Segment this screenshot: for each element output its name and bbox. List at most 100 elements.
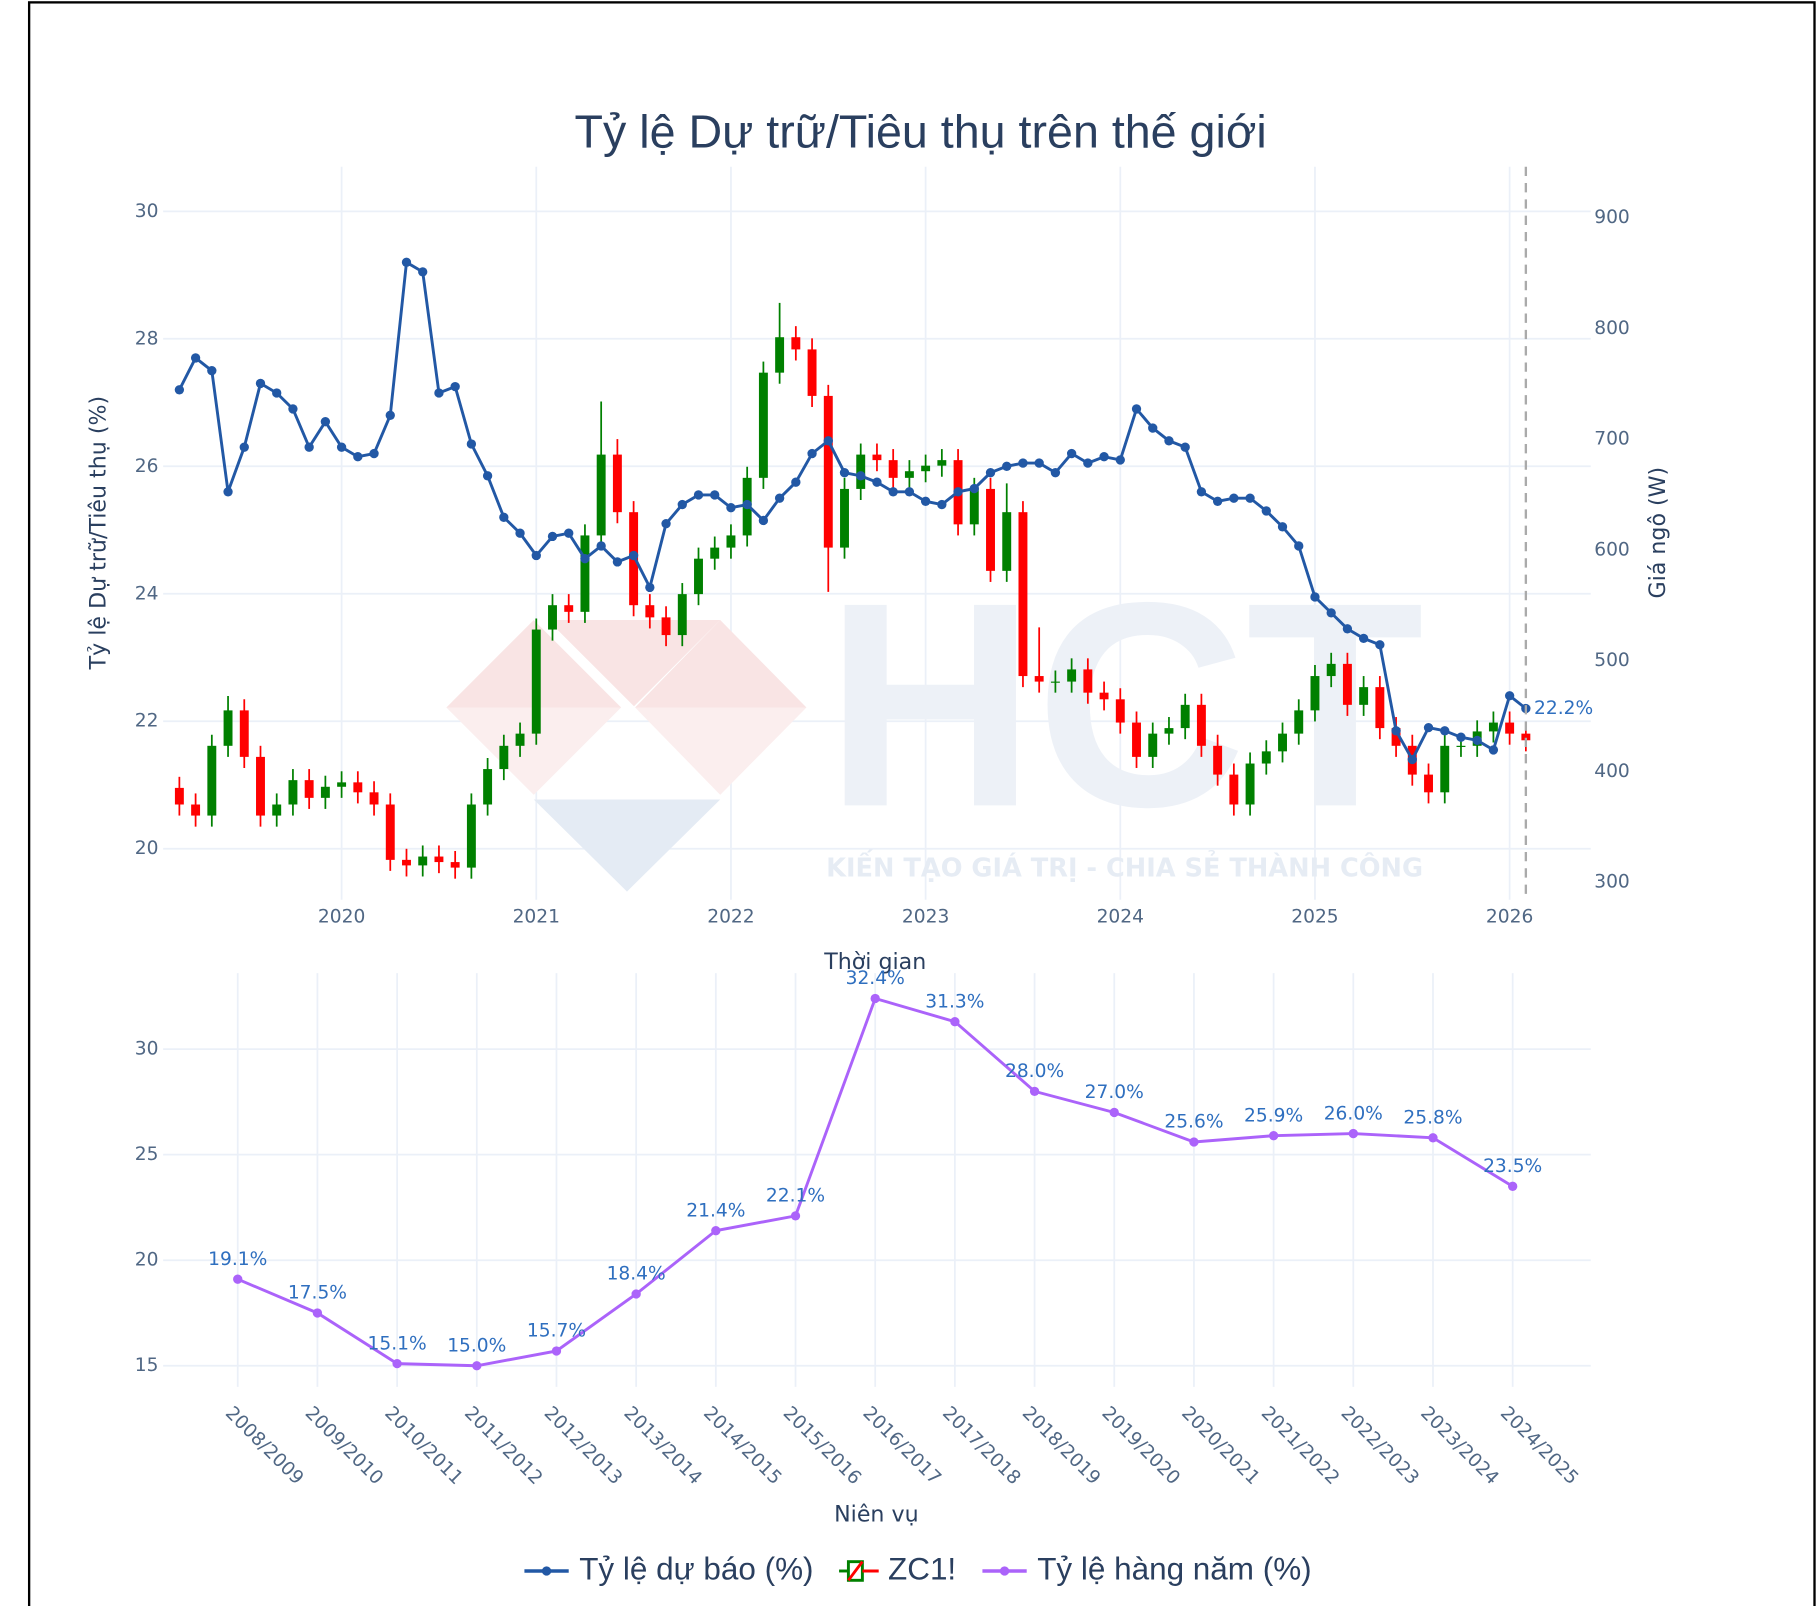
marker (1472, 735, 1482, 746)
candle-body (1245, 763, 1255, 805)
marker (790, 1211, 801, 1221)
candle-body (385, 804, 395, 860)
candle-body (1342, 663, 1352, 705)
marker (1326, 608, 1336, 618)
legend-label: ZC1! (888, 1551, 956, 1586)
y2-tick-label: 900 (1594, 207, 1630, 228)
candle-body (1034, 676, 1044, 682)
marker (856, 471, 866, 481)
logo-shape (533, 799, 721, 892)
marker (823, 436, 833, 446)
marker (1029, 1086, 1040, 1097)
marker (1109, 1107, 1119, 1118)
marker (320, 417, 331, 427)
y2-axis-title: Giá ngô (W) (1645, 467, 1671, 599)
candle-body (1229, 774, 1239, 805)
marker (531, 550, 541, 561)
candle-body (288, 780, 298, 805)
marker (726, 503, 736, 513)
candle-body (1488, 722, 1498, 732)
marker (1348, 1128, 1358, 1139)
candle-body (937, 460, 947, 466)
candle-body (1067, 669, 1077, 682)
marker (385, 410, 395, 420)
candle-body (612, 454, 622, 513)
marker (872, 477, 882, 487)
marker (711, 1225, 721, 1236)
watermark-tagline: KIẾN TẠO GIÁ TRỊ - CHIA SẺ THÀNH CÔNG (826, 849, 1423, 883)
candle-body (1310, 676, 1320, 711)
marker (839, 467, 850, 478)
x-axis-title: Thời gian (823, 949, 926, 975)
candle-body (191, 804, 201, 816)
candle-body (986, 488, 995, 571)
marker (1083, 458, 1093, 468)
marker (661, 518, 671, 529)
marker (1148, 423, 1158, 433)
candle-body (1132, 722, 1141, 757)
candle-body (1424, 774, 1433, 793)
marker (677, 499, 687, 510)
marker (233, 1274, 243, 1284)
marker (418, 267, 428, 277)
logo-shape (547, 620, 721, 707)
marker (207, 366, 217, 376)
marker (710, 490, 720, 500)
candle-body (1115, 699, 1125, 723)
marker (612, 557, 623, 567)
y-tick-label: 26 (135, 456, 159, 477)
candle-body (1002, 512, 1012, 571)
candle-body (1278, 733, 1287, 752)
y2-tick-label: 800 (1594, 318, 1630, 339)
y-tick-label: 30 (135, 1039, 159, 1060)
x-tick-label: 2024 (1097, 907, 1144, 928)
marker (1375, 640, 1385, 650)
marker (1504, 691, 1515, 701)
y2-tick-label: 700 (1594, 429, 1630, 450)
marker (1342, 624, 1353, 634)
candle-body (661, 617, 671, 636)
data-label: 32.4% (846, 968, 905, 989)
candle-body (1083, 669, 1093, 693)
marker (239, 442, 249, 452)
candle-body (1326, 663, 1336, 677)
marker (628, 550, 639, 561)
marker (190, 353, 201, 363)
marker (1407, 754, 1417, 765)
legend-candle (847, 1560, 864, 1582)
candle-body (564, 605, 574, 612)
marker (515, 528, 525, 538)
candle-body (677, 594, 687, 636)
marker (1229, 493, 1239, 503)
data-label: 15.0% (447, 1335, 506, 1356)
candle-body (969, 488, 979, 525)
marker (1196, 487, 1207, 497)
marker (969, 483, 979, 494)
data-label: 21.4% (686, 1200, 745, 1221)
candle-body (791, 337, 801, 350)
marker (774, 493, 785, 503)
line (178, 259, 1527, 763)
chart-title: Tỷ lệ Dự trữ/Tiêu thụ trên thế giới (575, 106, 1267, 158)
marker (353, 452, 363, 462)
y-tick-label: 15 (135, 1355, 159, 1376)
data-label: 25.9% (1244, 1105, 1303, 1126)
marker (499, 512, 509, 522)
marker (596, 541, 606, 551)
candle-body (872, 454, 882, 461)
candle-body (710, 547, 720, 559)
candle-body (775, 337, 785, 373)
data-label: 26.0% (1324, 1103, 1383, 1124)
marker (288, 404, 298, 414)
y-tick-label: 22 (135, 711, 159, 732)
data-label: 25.6% (1164, 1112, 1223, 1133)
marker (223, 487, 233, 497)
marker (434, 388, 444, 398)
marker (1440, 726, 1450, 736)
marker (950, 1017, 960, 1027)
x-tick-label: 2021 (513, 907, 560, 928)
y2-tick-label: 300 (1594, 872, 1630, 893)
logo-shape (635, 620, 807, 708)
candle-body (694, 558, 703, 595)
